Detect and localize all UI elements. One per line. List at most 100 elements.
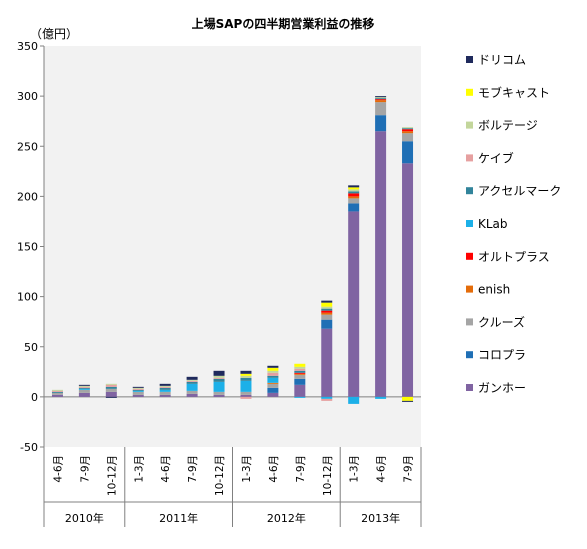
bar-segment-KLab bbox=[78, 388, 90, 390]
legend-label: アクセルマーク bbox=[478, 184, 561, 198]
bar-segment-クルーズ bbox=[78, 389, 90, 393]
year-group-label: 2013年 bbox=[361, 511, 400, 525]
bar-segment-ボルテージ bbox=[375, 97, 387, 99]
y-tick-label: 100 bbox=[17, 291, 38, 304]
legend-swatch bbox=[466, 351, 473, 359]
bar-segment-コロプラ bbox=[402, 141, 414, 164]
bar-segment-アクセルマーク bbox=[105, 386, 117, 389]
bar-segment-ガンホー bbox=[348, 211, 360, 397]
legend-label: モブキャスト bbox=[478, 85, 550, 100]
bar-segment-ドリコム bbox=[375, 96, 387, 98]
bar-segment-KLab bbox=[213, 381, 225, 392]
bar-segment-ガンホー bbox=[213, 394, 225, 397]
y-tick-label: -50 bbox=[20, 441, 38, 454]
bar-segment-ガンホー bbox=[132, 394, 144, 397]
bar-segment-enish bbox=[321, 312, 333, 315]
legend-swatch bbox=[466, 154, 473, 162]
bar-segment-アクセルマーク bbox=[375, 98, 387, 100]
bar-segment-ケイブ bbox=[159, 386, 171, 388]
bar-segment-ボルテージ bbox=[402, 127, 414, 129]
bar-segment-ボルテージ bbox=[267, 370, 279, 373]
bar-segment-ドリコム bbox=[159, 383, 171, 386]
bar-segment-KLab bbox=[186, 383, 198, 391]
x-category-label: 1-3月 bbox=[133, 455, 145, 483]
bar-segment-ドリコム bbox=[78, 384, 90, 386]
bar-segment-ボルテージ bbox=[132, 387, 144, 389]
bar-segment-ボルテージ bbox=[348, 189, 360, 192]
bar-segment-アクセルマーク bbox=[348, 191, 360, 194]
y-tick-label: 250 bbox=[17, 140, 38, 153]
bar-segment-コロプラ bbox=[267, 387, 279, 393]
year-group-label: 2012年 bbox=[267, 511, 306, 525]
bar-segment-ガンホー bbox=[105, 391, 117, 397]
bar-segment-ケイブ bbox=[132, 388, 144, 390]
bar-segment-クルーズ bbox=[240, 391, 252, 395]
bar-segment-ドリコム bbox=[348, 185, 360, 188]
bar-segment-オルトプラス bbox=[375, 99, 387, 101]
x-category-label: 4-6月 bbox=[52, 455, 64, 483]
y-tick-label: 350 bbox=[17, 40, 38, 53]
bar-segment-ボルテージ bbox=[51, 389, 63, 391]
legend-swatch bbox=[466, 56, 473, 63]
year-group-label: 2011年 bbox=[159, 511, 198, 525]
bar-segment-ケイブ bbox=[51, 390, 63, 392]
bar-segment-ガンホー bbox=[186, 393, 198, 397]
bar-segment-クルーズ bbox=[105, 388, 117, 392]
bar-segment-モブキャスト bbox=[402, 396, 414, 401]
bar-segment-ドリコム bbox=[213, 370, 225, 376]
bar-segment-アクセルマーク bbox=[240, 377, 252, 381]
bar-segment-KLab bbox=[267, 377, 279, 383]
bar-segment-コロプラ bbox=[294, 378, 306, 385]
x-category-label: 10-12月 bbox=[106, 455, 118, 496]
bar-segment-クルーズ bbox=[321, 314, 333, 320]
bar-segment-アクセルマーク bbox=[402, 128, 414, 130]
bar-segment-アクセルマーク bbox=[321, 308, 333, 311]
bar-segment-アクセルマーク bbox=[51, 391, 63, 393]
bar-segment-KLab bbox=[321, 396, 333, 399]
bar-segment-ガンホー bbox=[51, 394, 63, 397]
bar-segment-ガンホー bbox=[240, 394, 252, 397]
bar-segment-アクセルマーク bbox=[159, 387, 171, 390]
bar-segment-ボルテージ bbox=[78, 385, 90, 387]
bar-segment-オルトプラス bbox=[348, 193, 360, 197]
x-category-label: 7-9月 bbox=[403, 455, 415, 483]
bar-segment-KLab bbox=[132, 390, 144, 392]
bar-segment-ケイブ bbox=[78, 386, 90, 388]
bar-segment-アクセルマーク bbox=[294, 370, 306, 373]
y-tick-label: 200 bbox=[17, 190, 38, 203]
bar-segment-ボルテージ bbox=[213, 375, 225, 378]
legend-label: オルトプラス bbox=[478, 250, 550, 264]
bar-segment-アクセルマーク bbox=[267, 375, 279, 378]
x-category-label: 4-6月 bbox=[268, 455, 280, 483]
bar-segment-ボルテージ bbox=[294, 366, 306, 369]
legend-label: ガンホー bbox=[478, 381, 526, 395]
bar-segment-ボルテージ bbox=[159, 385, 171, 387]
bar-segment-コロプラ bbox=[321, 319, 333, 329]
legend-swatch bbox=[466, 384, 473, 391]
bar-segment-KLab bbox=[375, 396, 387, 399]
bar-segment-クルーズ bbox=[348, 198, 360, 204]
bar-segment-オルトプラス bbox=[402, 129, 414, 132]
bar-segment-ケイブ bbox=[267, 372, 279, 376]
bar-segment-アクセルマーク bbox=[186, 381, 198, 384]
bar-segment-ドリコム bbox=[240, 370, 252, 374]
legend-label: ボルテージ bbox=[478, 119, 538, 133]
x-category-label: 4-6月 bbox=[376, 455, 388, 483]
x-category-label: 7-9月 bbox=[187, 455, 199, 483]
x-category-label: 1-3月 bbox=[241, 455, 253, 483]
legend-label: enish bbox=[478, 283, 510, 297]
bar-segment-enish bbox=[402, 131, 414, 134]
bar-segment-モブキャスト bbox=[321, 302, 333, 307]
bar-segment-enish bbox=[375, 100, 387, 103]
plot-area bbox=[44, 46, 421, 447]
bar-segment-クルーズ bbox=[132, 391, 144, 395]
legend-swatch bbox=[466, 121, 473, 129]
bar-segment-KLab bbox=[240, 380, 252, 392]
x-category-label: 1-3月 bbox=[349, 455, 361, 483]
legend-label: ケイブ bbox=[478, 150, 514, 165]
bar-segment-モブキャスト bbox=[348, 187, 360, 190]
bar-segment-ケイブ bbox=[321, 398, 333, 401]
bar-segment-モブキャスト bbox=[240, 373, 252, 376]
